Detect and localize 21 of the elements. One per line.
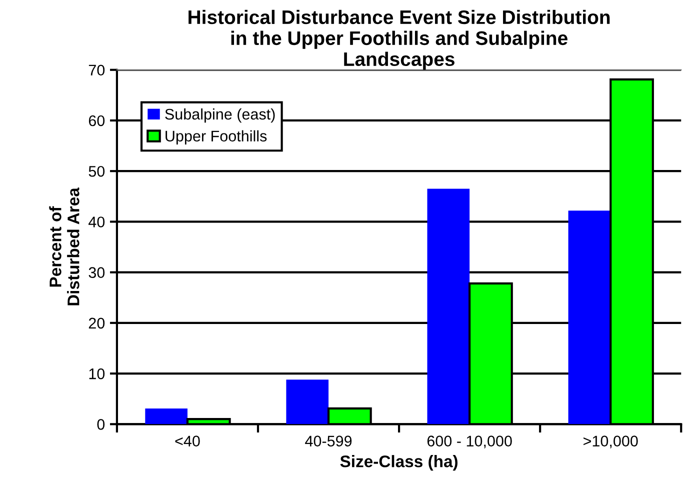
x-tick-label: <40 bbox=[175, 436, 200, 446]
y-tick-label: 30 bbox=[88, 267, 105, 278]
bar bbox=[145, 408, 188, 424]
y-tick-label: 50 bbox=[88, 166, 105, 177]
y-tick-label: 10 bbox=[89, 368, 105, 380]
y-axis-title: Percent of Disturbed Area bbox=[49, 187, 80, 306]
legend-label: Subalpine (east) bbox=[165, 108, 275, 123]
x-tick-label: >10,000 bbox=[584, 436, 638, 448]
y-tick-label: 0 bbox=[97, 419, 105, 430]
bar bbox=[286, 380, 329, 424]
bar bbox=[427, 188, 470, 424]
y-tick-label: 40 bbox=[88, 216, 105, 228]
x-tick-label: 600 - 10,000 bbox=[427, 436, 512, 448]
legend-label: Upper Foothills bbox=[166, 130, 267, 145]
chart-title: Historical Disturbance Event Size Distribution in the Upper Foothills and Subalpine Landscapes bbox=[188, 10, 610, 70]
y-tick-label: 70 bbox=[88, 64, 105, 76]
y-tick-label: 60 bbox=[88, 115, 105, 126]
bar bbox=[568, 210, 611, 424]
x-tick-label: 40-599 bbox=[305, 436, 352, 446]
y-tick-label: 20 bbox=[88, 318, 105, 329]
x-axis-title: Size-Class (ha) bbox=[340, 455, 458, 471]
